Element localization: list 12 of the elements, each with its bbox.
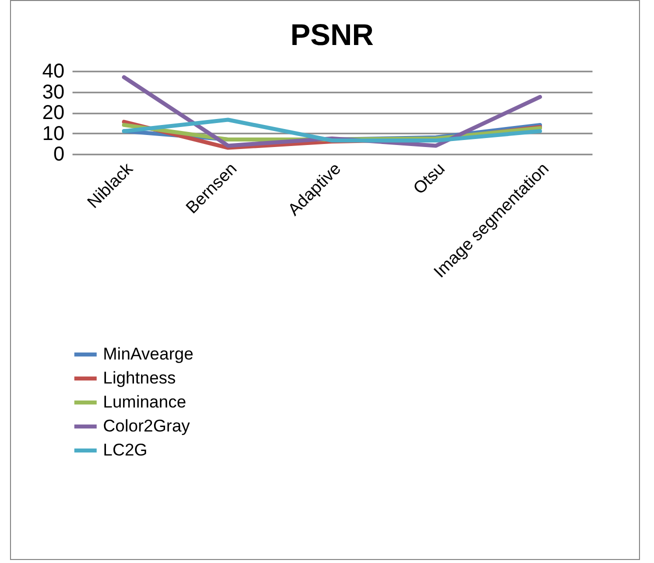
y-tick-label: 20 <box>42 102 64 124</box>
legend-label: MinAvearge <box>103 344 194 364</box>
legend-label: LC2G <box>103 440 148 460</box>
y-tick-label: 40 <box>42 60 64 82</box>
y-tick-label: 30 <box>42 81 64 104</box>
x-tick-label: Otsu <box>410 159 449 198</box>
legend-label: Color2Gray <box>103 416 190 436</box>
chart-title: PSNR <box>290 19 374 52</box>
y-tick-label: 0 <box>53 144 64 166</box>
legend-label: Lightness <box>103 368 176 388</box>
legend-label: Luminance <box>103 392 186 412</box>
y-tick-label: 10 <box>42 122 64 145</box>
